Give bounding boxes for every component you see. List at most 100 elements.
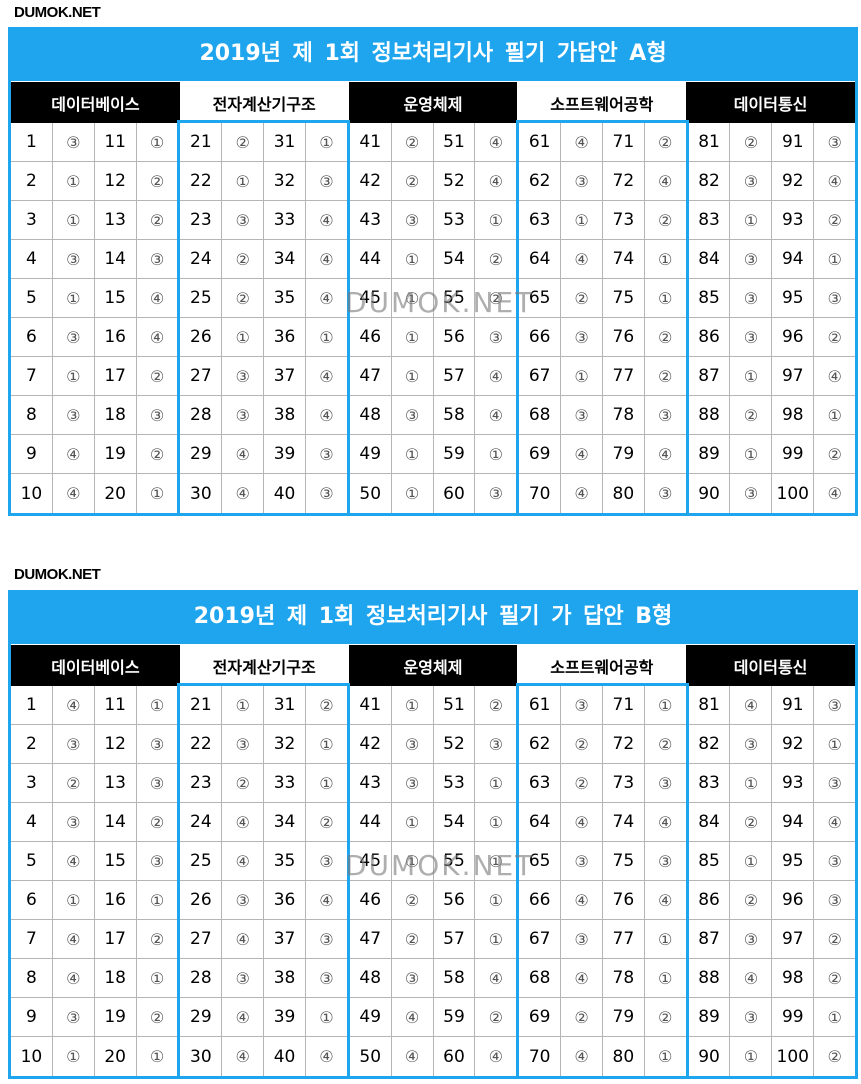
answer-cell: ④ [53, 474, 95, 513]
answer-cell: ③ [392, 396, 434, 434]
question-number: 9 [11, 998, 53, 1036]
table-row: 7 ① 17 ② [11, 357, 178, 396]
question-number: 66 [519, 318, 562, 356]
section-header: 전자계산기구조 [179, 82, 349, 123]
table-row: 7 ④ 17 ② [11, 920, 178, 959]
question-number: 10 [11, 474, 53, 513]
question-number: 38 [264, 396, 306, 434]
question-number: 41 [350, 686, 392, 724]
section-header-row: 데이터베이스 전자계산기구조 운영체제 소프트웨어공학 데이터통신 [11, 82, 855, 123]
answer-cell: ③ [827, 288, 842, 308]
answer-cell: ④ [319, 288, 334, 308]
answer-cell: ③ [561, 396, 603, 434]
table-row: 90 ① 100 ② [689, 1037, 855, 1076]
question-number: 28 [180, 396, 223, 434]
question-number: 68 [519, 959, 562, 997]
table-row: 86 ③ 96 ② [688, 318, 856, 357]
answer-cell: ② [222, 279, 265, 317]
table-row: 81 ④ 91 ③ [688, 686, 856, 725]
answer-cell: ③ [319, 444, 334, 464]
answer-cell: ④ [319, 890, 334, 910]
question-number: 40 [264, 1037, 306, 1076]
question-number: 75 [603, 279, 645, 317]
question-number: 35 [264, 279, 306, 317]
question-number: 65 [519, 279, 562, 317]
table-row: 1 ④ 11 ① [11, 686, 178, 725]
table-row: 50 ① 60 ③ [350, 474, 516, 513]
answer-cell: ① [488, 444, 503, 464]
question-number: 87 [689, 920, 731, 958]
table-row: 88 ② 98 ① [688, 396, 856, 435]
question-number: 78 [603, 396, 645, 434]
answer-cell: ② [149, 1007, 165, 1027]
table-row: 30 ④ 40 ③ [180, 474, 346, 513]
question-number: 15 [95, 279, 137, 317]
question-number: 2 [11, 725, 53, 763]
question-number: 8 [11, 396, 53, 434]
answer-cell: ② [730, 803, 773, 841]
question-number: 67 [519, 920, 562, 958]
question-number: 82 [689, 162, 731, 200]
question-number: 12 [95, 162, 137, 200]
question-number: 21 [180, 686, 223, 724]
question-number: 12 [95, 725, 137, 763]
question-number: 44 [350, 803, 392, 841]
table-row: 49 ④ 59 ② [349, 998, 517, 1037]
question-number: 48 [350, 396, 392, 434]
question-number: 76 [603, 881, 645, 919]
table-row: 84 ③ 94 ① [688, 240, 856, 279]
question-number: 1 [11, 686, 53, 724]
table-row: 29 ④ 39 ① [180, 998, 347, 1037]
question-number: 23 [180, 201, 223, 239]
answer-cell: ② [149, 171, 165, 191]
table-row: 27 ④ 37 ③ [180, 920, 347, 959]
answer-cell: ① [730, 435, 773, 473]
answer-section: 61 ③ 71 ① 62 ② 72 ② 63 ② 73 ③ 64 ④ 74 ④ 65 ③ 75 ③ 66 ④ 76 ④ 67 ③ 7… [516, 683, 689, 1076]
question-number: 92 [772, 725, 815, 763]
answer-section: 21 ① 31 ② 22 ③ 32 ① 23 ② 33 ① 24 ④ 34 ② 25 ④ 35 ③ 26 ③ 36 ④ 27 ④ 3… [177, 683, 350, 1076]
answer-cell: ③ [222, 881, 265, 919]
table-row: 48 ③ 58 ④ [349, 396, 517, 435]
answer-cell: ② [730, 123, 773, 161]
answer-cell: ③ [658, 405, 673, 425]
question-number: 26 [180, 318, 223, 356]
question-number: 88 [689, 396, 731, 434]
table-row: 68 ④ 78 ① [519, 959, 686, 998]
question-number: 23 [180, 764, 223, 802]
question-number: 17 [95, 357, 137, 395]
question-number: 72 [603, 162, 645, 200]
table-row: 81 ② 91 ③ [688, 123, 856, 162]
question-number: 96 [772, 318, 815, 356]
table-row: 26 ③ 36 ④ [180, 881, 347, 920]
answer-cell: ③ [392, 725, 434, 763]
table-row: 85 ③ 95 ③ [688, 279, 856, 318]
question-number: 93 [772, 764, 815, 802]
question-number: 91 [772, 123, 815, 161]
question-number: 90 [689, 1037, 731, 1076]
question-number: 74 [603, 803, 645, 841]
question-number: 60 [434, 474, 476, 513]
table-row: 6 ③ 16 ④ [11, 318, 178, 357]
question-number: 43 [350, 201, 392, 239]
table-row: 29 ④ 39 ③ [180, 435, 347, 474]
question-number: 25 [180, 842, 223, 880]
table-row: 2 ③ 12 ③ [11, 725, 178, 764]
table-row: 41 ① 51 ② [349, 686, 517, 725]
table-row: 48 ③ 58 ④ [349, 959, 517, 998]
question-number: 85 [689, 279, 731, 317]
answer-cell: ③ [149, 405, 165, 425]
table-row: 47 ② 57 ① [349, 920, 517, 959]
question-number: 42 [350, 725, 392, 763]
section-header-row: 데이터베이스 전자계산기구조 운영체제 소프트웨어공학 데이터통신 [11, 645, 855, 686]
table-row: 47 ① 57 ④ [349, 357, 517, 396]
answer-cell: ④ [561, 435, 603, 473]
table-row: 10 ① 20 ① [11, 1037, 177, 1076]
table-row: 44 ① 54 ① [349, 803, 517, 842]
table-row: 84 ② 94 ④ [688, 803, 856, 842]
answer-cell: ③ [149, 734, 165, 754]
answer-cell: ④ [827, 812, 842, 832]
answer-cell: ① [149, 1047, 165, 1066]
table-row: 49 ① 59 ① [349, 435, 517, 474]
answer-cell: ④ [561, 803, 603, 841]
answer-cell: ① [149, 890, 165, 910]
